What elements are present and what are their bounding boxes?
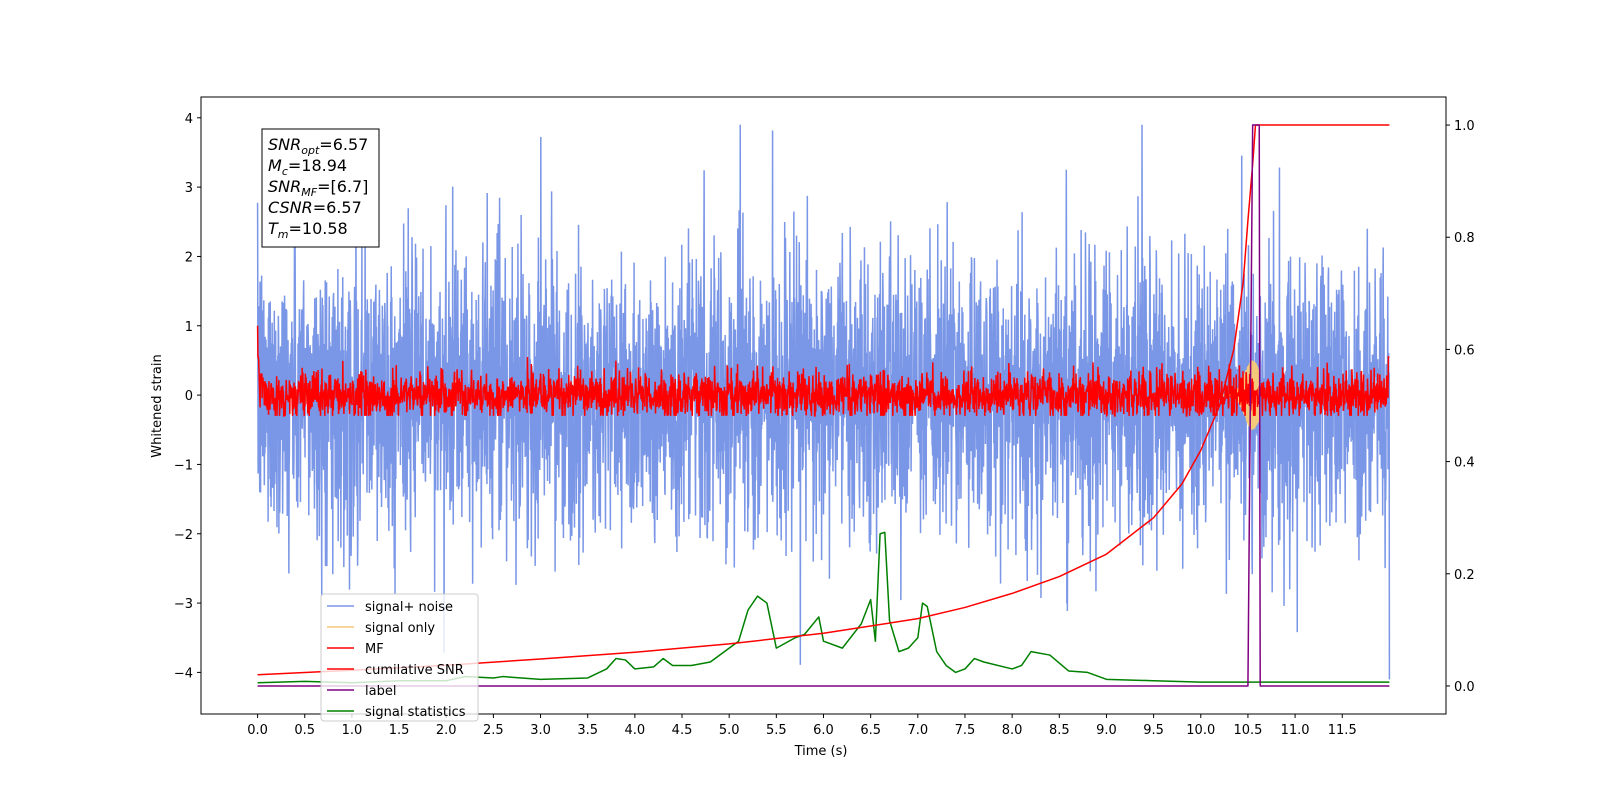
y-tick-label: 3 <box>185 181 193 196</box>
x-tick-label: 0.5 <box>294 723 315 738</box>
x-tick-label: 0.0 <box>247 723 268 738</box>
annotation-line: SNRopt=6.57 <box>268 135 368 157</box>
x-tick-label: 8.5 <box>1049 723 1070 738</box>
y-axis-left: 4 3 2 1 0 −1 −2 −3 −4 <box>174 112 201 681</box>
legend-label: signal statistics <box>365 705 466 720</box>
annotation-subscript: MF <box>301 186 317 199</box>
y-tick-label: −2 <box>174 528 193 543</box>
y-tick-label: 4 <box>185 112 193 127</box>
y2-tick-label: 0.6 <box>1454 343 1475 358</box>
annotation-frame <box>261 128 380 248</box>
x-tick-label: 5.0 <box>719 723 740 738</box>
annotation-value: =[6.7] <box>317 177 368 196</box>
y-tick-label: 1 <box>185 320 193 335</box>
series-label <box>257 124 1390 687</box>
y-tick-label: −4 <box>174 666 193 681</box>
x-tick-label: 10.0 <box>1186 723 1215 738</box>
y-axis-label: Whitened strain <box>150 354 165 457</box>
x-tick-label: 11.5 <box>1328 723 1357 738</box>
y2-tick-label: 0.0 <box>1454 680 1475 695</box>
x-tick-label: 1.0 <box>342 723 363 738</box>
series-mf <box>256 325 1390 418</box>
legend-label: cumilative SNR <box>365 663 464 678</box>
y-tick-label: 0 <box>185 389 193 404</box>
y-axis-right: 0.0 0.2 0.4 0.6 0.8 1.0 <box>1446 119 1475 695</box>
x-tick-label: 6.0 <box>813 723 834 738</box>
x-tick-label: 9.0 <box>1096 723 1117 738</box>
legend-label: signal+ noise <box>365 600 453 615</box>
annotation-symbol: CSNR <box>268 198 313 217</box>
x-tick-label: 3.5 <box>577 723 598 738</box>
annotation-symbol: T <box>268 219 279 238</box>
x-tick-label: 9.5 <box>1143 723 1164 738</box>
y2-tick-label: 1.0 <box>1454 119 1475 134</box>
y-tick-label: 2 <box>185 250 193 265</box>
x-tick-label: 10.5 <box>1233 723 1262 738</box>
x-tick-label: 8.0 <box>1002 723 1023 738</box>
x-tick-label: 11.0 <box>1281 723 1310 738</box>
annotation-box: SNRopt=6.57Mc=18.94SNRMF=[6.7]CSNR=6.57T… <box>261 128 380 248</box>
y2-tick-label: 0.4 <box>1454 456 1475 471</box>
x-tick-label: 3.0 <box>530 723 551 738</box>
legend-label: signal only <box>365 621 435 636</box>
annotation-subscript: opt <box>301 144 320 157</box>
annotation-line: Tm=10.58 <box>268 219 348 241</box>
annotation-line: CSNR=6.57 <box>268 198 362 217</box>
x-tick-label: 4.5 <box>672 723 693 738</box>
x-tick-label: 6.5 <box>860 723 881 738</box>
x-tick-label: 2.0 <box>436 723 457 738</box>
annotation-value: =10.58 <box>289 219 348 238</box>
x-tick-label: 2.5 <box>483 723 504 738</box>
y2-tick-label: 0.2 <box>1454 568 1475 583</box>
x-tick-label: 7.5 <box>955 723 976 738</box>
x-tick-label: 1.5 <box>389 723 410 738</box>
legend: signal+ noise signal only MF cumilative SNR… <box>320 593 479 722</box>
series-signal-statistics <box>257 531 1390 684</box>
annotation-symbol: SNR <box>268 177 301 196</box>
legend-label: MF <box>365 642 384 657</box>
y-tick-label: −1 <box>174 458 193 473</box>
annotation-value: =6.57 <box>313 198 362 217</box>
x-tick-label: 4.0 <box>625 723 646 738</box>
legend-frame <box>320 593 479 722</box>
y-tick-label: −3 <box>174 597 193 612</box>
series-signal-plus-noise <box>256 124 1391 680</box>
annotation-value: =6.57 <box>319 135 368 154</box>
legend-label: label <box>365 684 396 699</box>
series-cumulative-snr <box>257 124 1390 676</box>
series-layer <box>256 124 1391 687</box>
annotation-subscript: c <box>282 165 288 178</box>
x-axis: 0.0 0.5 1.0 1.5 2.0 2.5 3.0 3.5 4.0 4.5 5.0 5.5 6.0 6… <box>247 714 1357 738</box>
annotation-value: =18.94 <box>288 156 347 175</box>
annotation-symbol: M <box>268 156 282 175</box>
annotation-symbol: SNR <box>268 135 301 154</box>
x-tick-label: 7.0 <box>907 723 928 738</box>
annotation-subscript: m <box>278 228 289 241</box>
x-tick-label: 5.5 <box>766 723 787 738</box>
annotation-line: Mc=18.94 <box>268 156 347 178</box>
y2-tick-label: 0.8 <box>1454 231 1475 246</box>
annotation-line: SNRMF=[6.7] <box>268 177 368 199</box>
x-axis-label: Time (s) <box>794 744 848 759</box>
